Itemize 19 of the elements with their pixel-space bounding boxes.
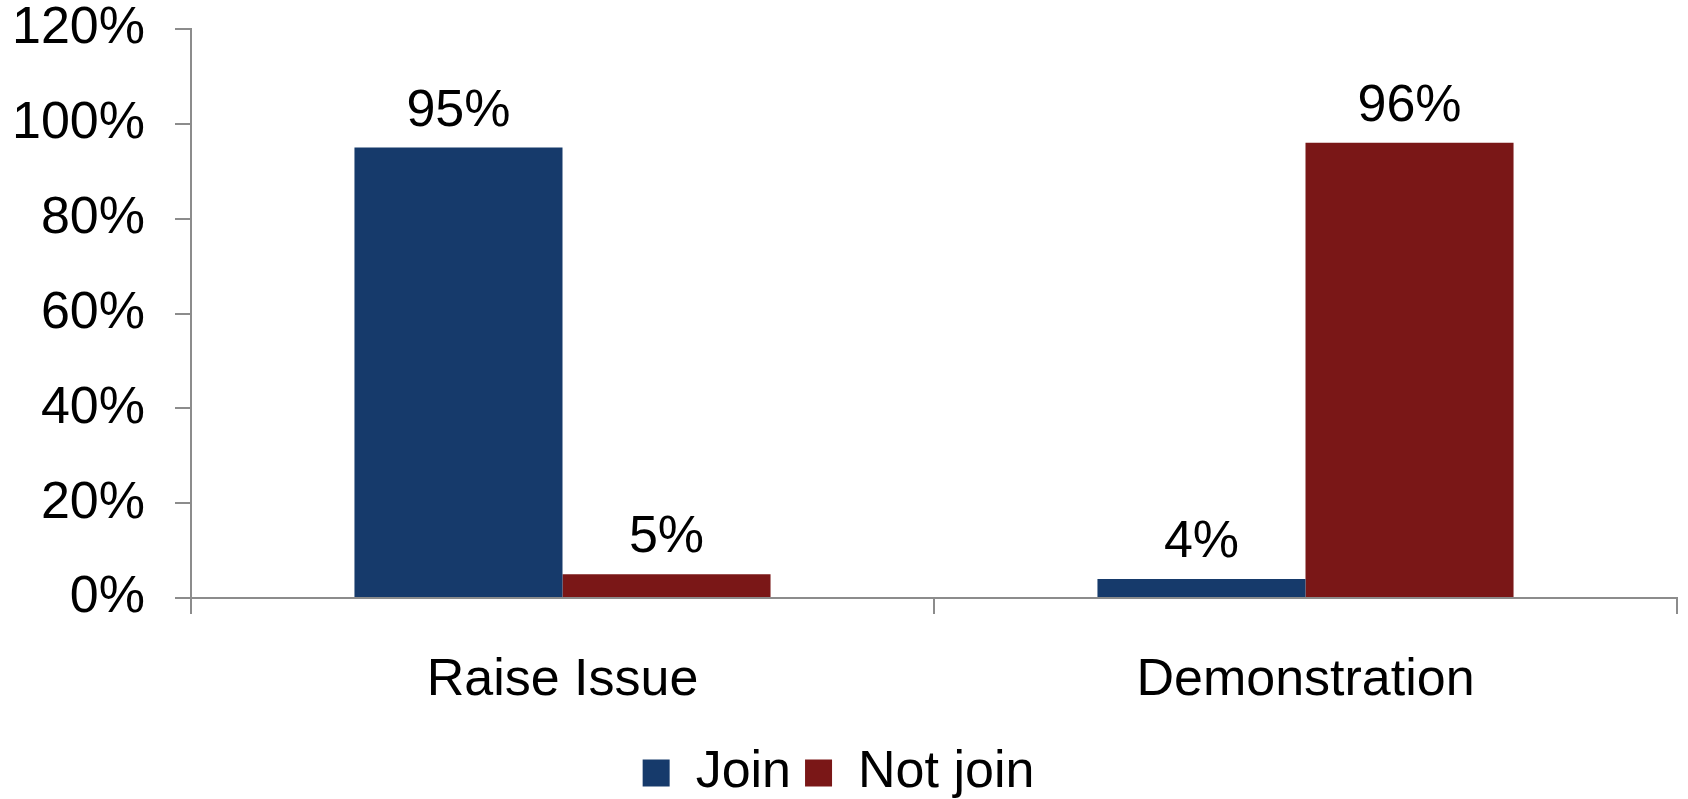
y-tick-label: 100% [12, 91, 145, 150]
y-tick-label: 60% [40, 280, 145, 339]
data-label: 4% [1163, 510, 1240, 569]
legend-label: Not join [858, 740, 1035, 799]
bar [1097, 579, 1306, 597]
y-tick-label: 120% [12, 0, 145, 55]
data-label: 96% [1357, 73, 1462, 132]
y-tick-label: 20% [40, 470, 145, 529]
y-tick-label: 80% [40, 186, 145, 245]
y-tick-label: 0% [69, 565, 145, 624]
data-label: 95% [406, 78, 511, 137]
x-tick-label: Demonstration [1136, 647, 1475, 706]
bar [562, 574, 771, 597]
y-tick-label: 40% [40, 375, 145, 434]
legend-label: Join [695, 740, 792, 799]
bar [1305, 142, 1514, 597]
bar [354, 147, 563, 597]
x-tick-label: Raise Issue [426, 647, 699, 706]
data-label: 5% [628, 505, 705, 564]
